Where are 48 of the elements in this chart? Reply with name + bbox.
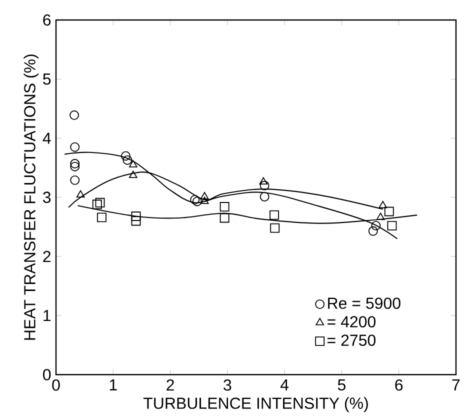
point (260, 180, 270, 190)
point (387, 220, 397, 230)
point (200, 192, 209, 200)
point (70, 158, 80, 168)
point (384, 206, 394, 216)
point (131, 212, 141, 221)
y-tick-label: 6 (43, 14, 51, 26)
y-tick-label: 1 (44, 310, 51, 322)
point (368, 226, 378, 236)
x-tick-label: 0 (52, 379, 60, 391)
point (120, 151, 130, 161)
x-tick-label: 5 (338, 379, 346, 391)
point (76, 190, 85, 198)
point (70, 142, 80, 152)
point (270, 223, 280, 233)
point (259, 177, 268, 185)
x-tick-label: 6 (395, 379, 403, 391)
legend-label: = 4200 (328, 316, 376, 328)
point (95, 198, 105, 208)
point (376, 212, 385, 220)
y-tick-label: 3 (43, 192, 51, 203)
point (131, 216, 141, 226)
x-tick-label: 4 (280, 379, 289, 390)
point (92, 200, 102, 210)
y-tick-label: 5 (43, 74, 51, 85)
point (200, 196, 209, 204)
x-tick-label: 7 (452, 379, 460, 390)
point (260, 192, 270, 202)
y-tick-label: 2 (43, 250, 50, 262)
point (270, 210, 280, 220)
y-tick-label: 4 (42, 132, 51, 144)
point (220, 213, 230, 223)
point (220, 202, 230, 212)
point (96, 212, 106, 222)
point (70, 162, 80, 172)
legend-label: = 2750 (328, 334, 376, 346)
x-tick-label: 3 (224, 379, 232, 391)
legend-label: Re = 5900 (328, 298, 400, 309)
x-axis-title: TURBULENCE INTENSITY (%) (143, 397, 368, 412)
point (70, 175, 80, 185)
point (70, 110, 80, 120)
point (128, 170, 138, 178)
point (378, 200, 388, 208)
x-tick-label: 2 (166, 379, 174, 391)
x-tick-label: 1 (110, 379, 117, 390)
y-tick-label: 0 (43, 368, 51, 380)
y-axis-title: HEAT TRANSFER FLUCTUATIONS (%) (24, 54, 39, 340)
point (371, 220, 381, 230)
